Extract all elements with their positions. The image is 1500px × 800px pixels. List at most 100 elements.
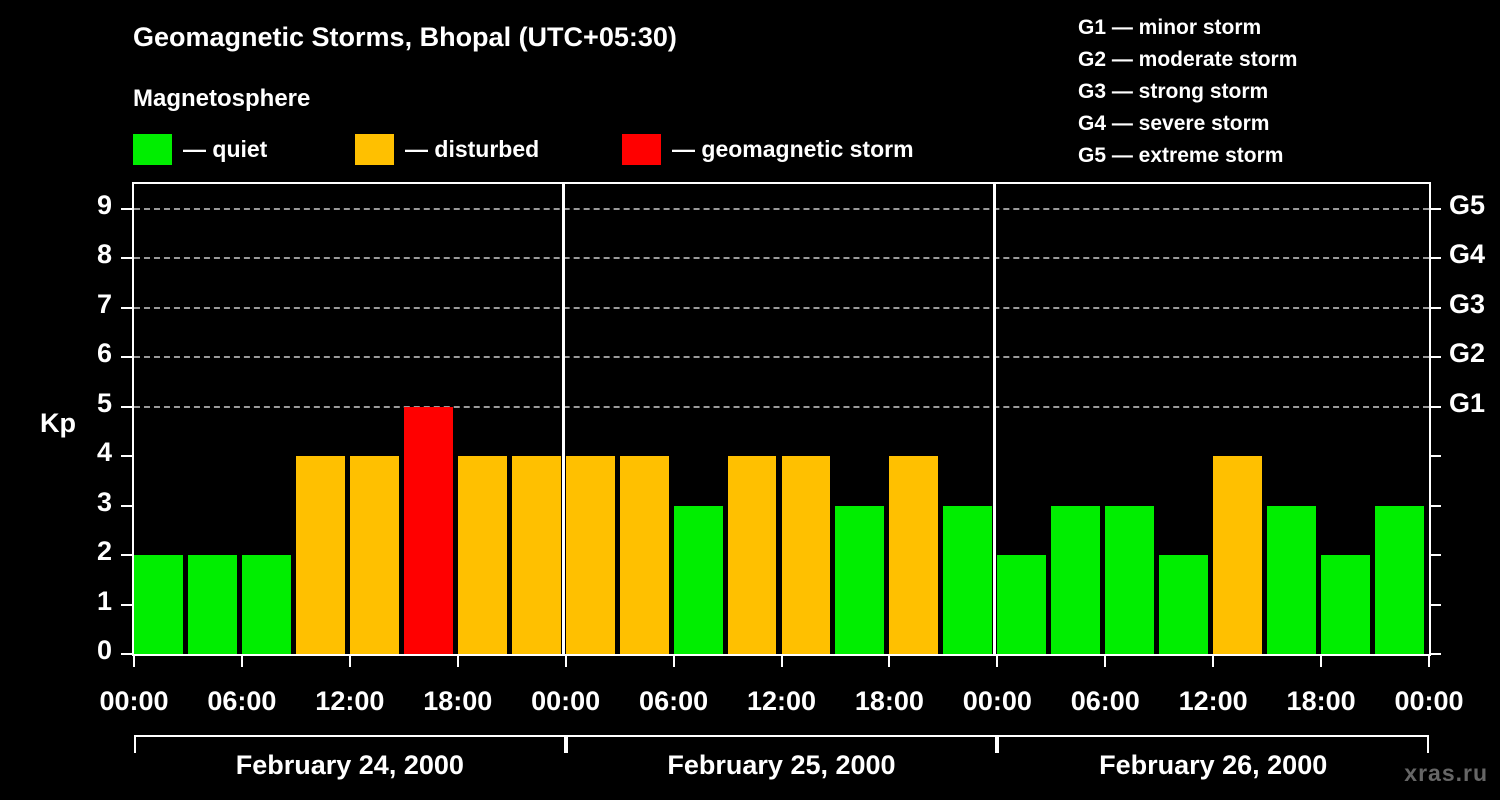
bar: [1105, 505, 1155, 654]
y-right-label-G3: G3: [1449, 288, 1486, 319]
chart-subtitle: Magnetosphere: [133, 85, 311, 112]
x-tick-label-1: 06:00: [207, 686, 277, 716]
legend-label-geomagnetic-storm: — geomagnetic storm: [672, 135, 914, 162]
y-tick-3: [121, 504, 133, 507]
day-bracket-2: [565, 735, 998, 753]
x-tick-label-8: 00:00: [962, 686, 1032, 716]
x-tick-5: [672, 656, 675, 667]
y-tick-label-2: 2: [96, 536, 112, 567]
gridline-kp-7: [134, 306, 1429, 309]
legend-swatch-quiet: [133, 133, 172, 165]
x-tick-label-0: 00:00: [99, 686, 169, 716]
y-tick-8: [121, 257, 133, 260]
x-tick-7: [888, 656, 891, 667]
gridline-kp-5: [134, 405, 1429, 408]
y-right-tick-6: [1429, 356, 1441, 359]
x-tick-0: [133, 656, 135, 667]
g-scale-legend: G1 — minor storm G2 — moderate storm G3 — …: [1078, 12, 1297, 172]
g-scale-row-2: G2 — moderate storm: [1078, 48, 1298, 71]
day-label-3: February 26, 2000: [1099, 750, 1328, 780]
gridline-kp-6: [134, 356, 1429, 359]
day-separator-1: [561, 184, 565, 654]
legend-label-disturbed: — disturbed: [405, 135, 540, 162]
bar: [1051, 505, 1101, 654]
legend-label-quiet: — quiet: [183, 135, 268, 162]
bar: [349, 456, 399, 654]
x-tick-label-9: 06:00: [1070, 686, 1140, 716]
y-tick-label-7: 7: [96, 288, 112, 319]
bar: [835, 505, 885, 654]
gridline-kp-8: [134, 257, 1429, 260]
bar: [1159, 555, 1209, 654]
y-right-tick-8: [1429, 257, 1441, 260]
y-tick-1: [121, 603, 133, 606]
x-tick-8: [996, 656, 999, 667]
y-tick-7: [121, 306, 133, 309]
bar: [565, 456, 615, 654]
bar: [1213, 456, 1263, 654]
y-axis-title: Kp: [40, 408, 76, 438]
g-scale-row-5: G5 — extreme storm: [1078, 144, 1284, 167]
y-tick-label-5: 5: [96, 387, 112, 418]
bar: [187, 555, 237, 654]
bar: [673, 505, 723, 654]
y-right-tick-0: [1429, 653, 1441, 655]
page-title: Geomagnetic Storms, Bhopal (UTC+05:30): [133, 22, 677, 52]
y-tick-5: [121, 405, 133, 408]
bar: [134, 555, 183, 654]
y-tick-label-9: 9: [96, 189, 112, 220]
y-tick-6: [121, 356, 133, 359]
plot-area: [132, 182, 1431, 656]
bar: [403, 406, 453, 654]
legend-item-disturbed: — disturbed: [355, 133, 539, 165]
x-tick-6: [780, 656, 783, 667]
legend-swatch-disturbed: [355, 133, 394, 165]
legend-item-quiet: — quiet: [133, 133, 267, 165]
g-scale-row-1: G1 — minor storm: [1078, 16, 1262, 39]
bar: [727, 456, 777, 654]
day-bracket-3: [997, 735, 1429, 753]
x-tick-2: [348, 656, 351, 667]
y-tick-label-4: 4: [96, 437, 112, 468]
y-tick-label-1: 1: [96, 585, 112, 616]
y-right-tick-2: [1429, 554, 1441, 557]
x-tick-1: [240, 656, 243, 667]
g-scale-row-3: G3 — strong storm: [1078, 80, 1269, 103]
gridline-kp-9: [134, 207, 1429, 210]
x-tick-4: [564, 656, 567, 667]
g-scale-row-4: G4 — severe storm: [1078, 112, 1270, 135]
y-tick-label-8: 8: [96, 239, 112, 270]
x-tick-label-5: 06:00: [639, 686, 709, 716]
y-right-label-G1: G1: [1449, 387, 1486, 418]
bar: [781, 456, 831, 654]
bar: [889, 456, 939, 654]
x-tick-label-12: 00:00: [1394, 686, 1464, 716]
x-tick-11: [1320, 656, 1323, 667]
bar: [619, 456, 669, 654]
y-right-tick-7: [1429, 306, 1441, 309]
y-right-label-G2: G2: [1449, 338, 1486, 369]
bar: [1321, 555, 1371, 654]
bar: [295, 456, 345, 654]
bar: [1267, 505, 1317, 654]
day-label-1: February 24, 2000: [235, 750, 464, 780]
y-right-tick-5: [1429, 405, 1441, 408]
y-right-label-G4: G4: [1449, 239, 1486, 270]
y-right-tick-4: [1429, 455, 1441, 458]
x-tick-12: [1428, 656, 1430, 667]
x-tick-label-6: 12:00: [746, 686, 817, 716]
day-bracket-1: [134, 735, 566, 753]
x-tick-9: [1104, 656, 1107, 667]
legend-item-geomagnetic-storm: — geomagnetic storm: [622, 133, 914, 165]
x-tick-label-7: 18:00: [854, 686, 924, 716]
x-tick-label-2: 12:00: [315, 686, 385, 716]
bar: [511, 456, 561, 654]
y-tick-label-6: 6: [96, 338, 112, 369]
bar: [1375, 505, 1424, 654]
x-tick-label-10: 12:00: [1178, 686, 1248, 716]
y-right-tick-9: [1429, 207, 1441, 210]
day-separator-2: [993, 184, 997, 654]
x-tick-3: [456, 656, 459, 667]
y-tick-0: [121, 653, 133, 655]
